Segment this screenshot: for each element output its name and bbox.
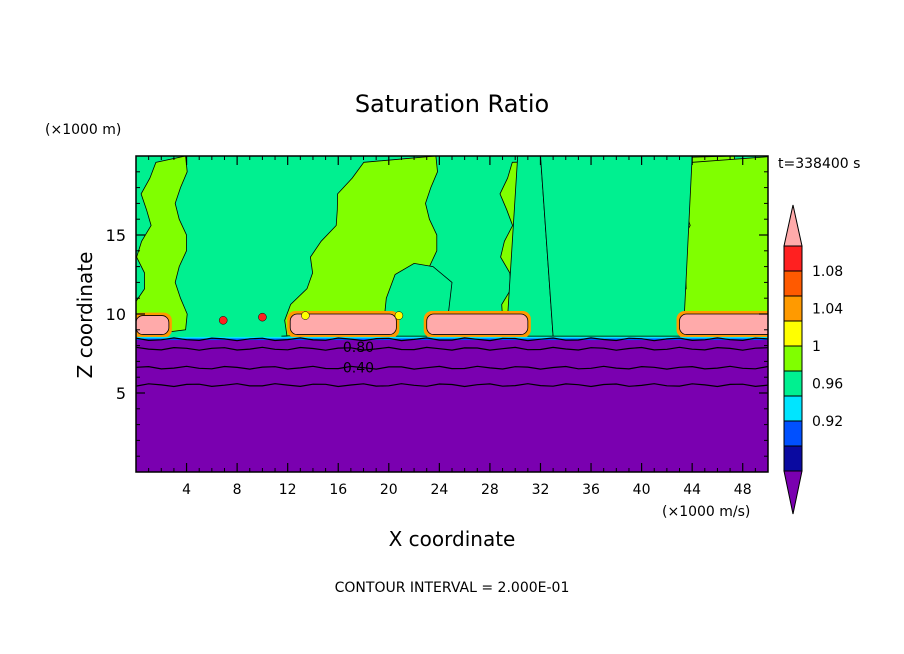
transition-band-cyan — [136, 336, 768, 340]
x-axis-label: X coordinate — [389, 527, 516, 551]
x-tick-label: 12 — [279, 482, 297, 498]
colorbar-swatch — [783, 395, 803, 422]
y-tick-label: 5 — [116, 384, 126, 403]
time-label: t=338400 s — [778, 156, 860, 172]
supersaturation-patch — [426, 313, 529, 335]
saturation-gap-wide — [540, 156, 693, 337]
x-tick-label: 24 — [430, 482, 448, 498]
x-tick-label: 28 — [481, 482, 499, 498]
contour-label: 0.80 — [343, 340, 374, 356]
supersaturation-spot — [258, 312, 267, 322]
x-tick-label: 16 — [329, 482, 347, 498]
contour-label: 0.40 — [343, 361, 374, 377]
colorbar-swatch — [783, 420, 803, 447]
transition-band-blue — [136, 338, 768, 341]
colorbar-swatch — [783, 295, 803, 322]
colorbar-swatch — [783, 370, 803, 397]
colorbar-extend-top — [783, 204, 803, 247]
contour-interval-footer: CONTOUR INTERVAL = 2.000E-01 — [335, 580, 570, 596]
colorbar-swatch — [783, 270, 803, 297]
subsaturated-region — [136, 340, 768, 472]
x-tick-label: 8 — [233, 482, 242, 498]
colorbar-tick-label: 0.96 — [812, 377, 843, 393]
colorbar-tick-label: 0.92 — [812, 414, 843, 430]
x-tick-label: 48 — [734, 482, 752, 498]
supersaturation-spot — [218, 316, 228, 325]
supersaturation-patch — [136, 315, 170, 335]
x-tick-label: 40 — [633, 482, 651, 498]
x-tick-label: 4 — [182, 482, 191, 498]
colorbar-swatch — [783, 320, 803, 347]
colorbar-extend-bottom — [783, 470, 803, 515]
y-unit-label: (×1000 m) — [45, 122, 121, 138]
x-tick-label: 20 — [380, 482, 398, 498]
supersaturation-spot — [394, 311, 404, 320]
contour-line — [135, 383, 769, 388]
supersaturation-spot — [301, 311, 310, 320]
contour-lines: 0.80 0.40 — [135, 337, 769, 388]
colorbar: 0.92 0.96 1 1.04 1.08 — [783, 204, 843, 515]
saturation-gap — [505, 156, 554, 337]
supersaturation-patch — [289, 313, 397, 335]
contour-line — [135, 346, 769, 351]
y-tick-label: 15 — [106, 226, 126, 245]
saturation-plume-edge — [136, 156, 188, 337]
colorbar-swatch — [783, 345, 803, 372]
x-axis-unit: (×1000 m/s) — [662, 504, 750, 520]
contour-line — [135, 337, 769, 342]
x-tick-label: 32 — [532, 482, 550, 498]
contour-line — [135, 365, 769, 370]
chart-title: Saturation Ratio — [355, 90, 549, 118]
x-tick-label: 36 — [582, 482, 600, 498]
colorbar-swatch — [783, 245, 803, 272]
y-tick-label: 10 — [106, 305, 126, 324]
y-axis-label: Z coordinate — [73, 252, 97, 379]
saturation-plume-right-b — [675, 156, 768, 337]
supersaturation-patch — [679, 313, 768, 335]
plot-area — [136, 156, 768, 472]
colorbar-tick-label: 1 — [812, 339, 821, 355]
colorbar-swatch — [783, 445, 803, 472]
x-tick-label: 44 — [683, 482, 701, 498]
colorbar-tick-label: 1.04 — [812, 302, 843, 318]
colorbar-tick-label: 1.08 — [812, 264, 843, 280]
